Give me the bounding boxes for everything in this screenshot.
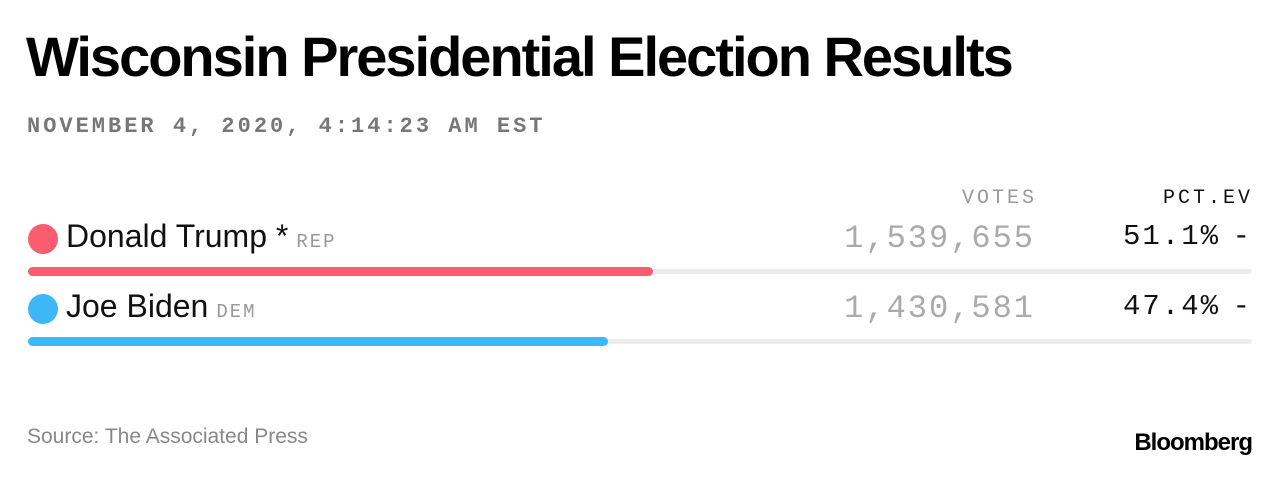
bar — [28, 337, 609, 346]
votes: 1,430,581 — [844, 290, 1035, 327]
column-header: PCT.EV — [1162, 187, 1253, 210]
party-dot — [28, 294, 58, 324]
result-row: Donald Trump * REP 1,539,655 51.1% - — [0, 218, 1280, 308]
ev: - — [1232, 290, 1250, 323]
brand: Bloomberg — [1134, 429, 1253, 456]
title: Wisconsin Presidential Election Results — [26, 25, 1014, 88]
winner-mark: * — [275, 218, 289, 254]
pct: 51.1% — [1122, 220, 1220, 253]
bar — [28, 267, 654, 276]
party: REP — [296, 231, 337, 253]
candidate: Joe Biden DEM — [66, 288, 257, 325]
party: DEM — [216, 301, 257, 323]
ev: - — [1232, 220, 1250, 253]
votes: 1,539,655 — [844, 220, 1035, 257]
candidate-name: Donald Trump — [66, 218, 267, 254]
result-row: Joe Biden DEM 1,430,581 47.4% - — [0, 288, 1280, 378]
candidate: Donald Trump * REP — [66, 218, 337, 255]
source: Source: The Associated Press — [27, 425, 308, 448]
candidate-name: Joe Biden — [66, 288, 209, 324]
bar-track — [28, 267, 1252, 276]
bar-track — [28, 337, 1252, 346]
pct: 47.4% — [1122, 290, 1220, 323]
timestamp: NOVEMBER 4, 2020, 4:14:23 AM EST — [27, 114, 546, 139]
party-dot — [28, 224, 58, 254]
column-header: VOTES — [961, 187, 1037, 210]
